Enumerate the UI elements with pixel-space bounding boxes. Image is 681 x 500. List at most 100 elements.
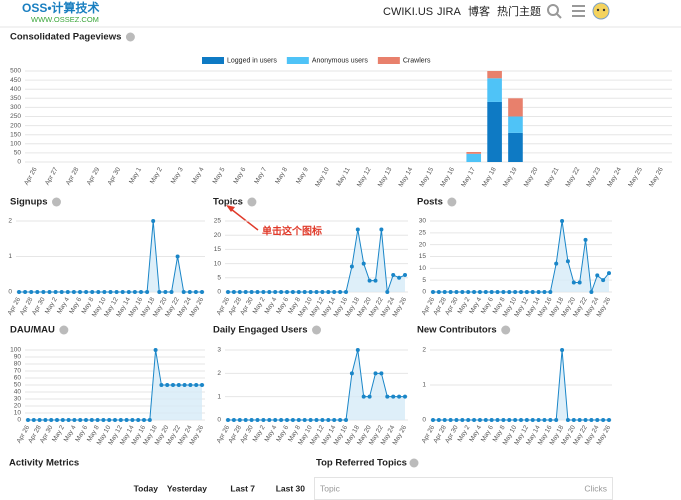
point bbox=[554, 261, 559, 266]
point bbox=[31, 418, 36, 422]
annotation: 单击这个图标 bbox=[262, 225, 322, 238]
point bbox=[200, 383, 204, 387]
point bbox=[285, 290, 289, 294]
bar-segment bbox=[466, 151, 482, 154]
point bbox=[466, 290, 471, 294]
help-icon[interactable] bbox=[447, 197, 457, 207]
point bbox=[542, 290, 547, 294]
x-tick-label: May 2 bbox=[149, 166, 164, 185]
area bbox=[228, 229, 405, 292]
point bbox=[501, 290, 506, 294]
nav-link[interactable]: CWIKI.US bbox=[383, 6, 433, 18]
point bbox=[200, 290, 204, 294]
table-header bbox=[314, 477, 613, 500]
legend-label: Anonymous users bbox=[312, 57, 369, 64]
point bbox=[182, 383, 187, 387]
point bbox=[565, 418, 570, 422]
point bbox=[84, 290, 89, 294]
point bbox=[279, 418, 284, 422]
point bbox=[560, 348, 565, 352]
avatar[interactable] bbox=[592, 2, 610, 20]
search-icon[interactable] bbox=[547, 4, 562, 19]
nav-link[interactable]: 博客 bbox=[468, 4, 490, 18]
point bbox=[466, 418, 471, 422]
point bbox=[169, 290, 174, 294]
help-icon[interactable] bbox=[59, 325, 69, 335]
point bbox=[157, 290, 162, 294]
point bbox=[237, 290, 242, 294]
chart-title: Signups bbox=[10, 197, 47, 208]
point bbox=[320, 418, 325, 422]
point bbox=[194, 383, 199, 387]
point bbox=[349, 264, 354, 269]
y-tick-label: 30 bbox=[14, 396, 22, 403]
x-tick-label: May 18 bbox=[481, 166, 498, 188]
point bbox=[78, 290, 82, 294]
y-tick-label: 25 bbox=[419, 230, 427, 237]
help-icon[interactable] bbox=[312, 325, 322, 335]
point bbox=[175, 254, 180, 259]
point bbox=[17, 290, 21, 294]
y-tick-label: 1 bbox=[8, 253, 12, 260]
point bbox=[448, 290, 453, 294]
point bbox=[290, 418, 295, 422]
x-tick-label: May 24 bbox=[606, 166, 623, 188]
point bbox=[165, 383, 170, 387]
point bbox=[326, 290, 331, 294]
point bbox=[477, 290, 482, 294]
point bbox=[231, 290, 236, 294]
point bbox=[255, 290, 260, 294]
y-tick-label: 150 bbox=[10, 131, 21, 138]
point bbox=[477, 418, 482, 422]
point bbox=[489, 290, 494, 294]
help-icon[interactable] bbox=[501, 325, 511, 335]
nav-link[interactable]: 热门主题 bbox=[497, 4, 541, 18]
point bbox=[108, 290, 113, 294]
point bbox=[49, 418, 54, 422]
bar-segment bbox=[487, 101, 502, 162]
point bbox=[442, 418, 447, 422]
point bbox=[176, 383, 181, 387]
x-tick-label: May 6 bbox=[232, 166, 247, 185]
help-icon[interactable] bbox=[51, 197, 61, 207]
point bbox=[385, 394, 390, 399]
point bbox=[530, 290, 535, 294]
point bbox=[367, 394, 372, 399]
help-icon[interactable] bbox=[409, 458, 419, 468]
y-tick-label: 80 bbox=[14, 361, 22, 368]
bar-segment bbox=[508, 116, 523, 133]
point bbox=[151, 219, 156, 223]
point bbox=[519, 290, 523, 294]
point bbox=[101, 418, 106, 422]
column-header: Last 30 bbox=[276, 483, 306, 493]
nav-link[interactable]: JIRA bbox=[437, 6, 462, 18]
point bbox=[373, 278, 378, 283]
point bbox=[355, 348, 360, 352]
point bbox=[565, 259, 570, 264]
menu-icon[interactable] bbox=[572, 5, 585, 17]
help-icon[interactable] bbox=[125, 32, 135, 42]
y-tick-label: 90 bbox=[14, 354, 22, 361]
y-tick-label: 20 bbox=[214, 232, 222, 239]
point bbox=[95, 418, 100, 422]
point bbox=[126, 290, 131, 294]
point bbox=[132, 290, 137, 294]
point bbox=[124, 418, 129, 422]
y-tick-label: 40 bbox=[14, 389, 22, 396]
point bbox=[349, 371, 354, 376]
point bbox=[501, 418, 506, 422]
point bbox=[338, 290, 343, 294]
point bbox=[41, 290, 46, 294]
point bbox=[163, 290, 168, 294]
x-tick-label: May 16 bbox=[439, 166, 456, 188]
y-tick-label: 0 bbox=[217, 417, 221, 424]
point bbox=[472, 418, 477, 422]
point bbox=[519, 418, 523, 422]
logo[interactable]: OSS•计算技术 bbox=[22, 0, 100, 15]
point bbox=[102, 290, 107, 294]
bar-segment bbox=[508, 98, 523, 117]
area bbox=[19, 221, 202, 292]
help-icon[interactable] bbox=[247, 197, 257, 207]
x-tick-label: May 17 bbox=[460, 166, 477, 188]
point bbox=[442, 290, 447, 294]
